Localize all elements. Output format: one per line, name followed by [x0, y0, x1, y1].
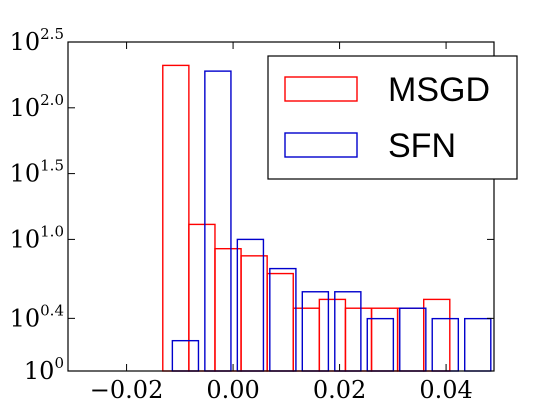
legend-label-sfn: SFN — [388, 127, 456, 165]
bar-msgd-4 — [266, 272, 294, 372]
bar-sfn-7 — [399, 307, 427, 372]
bar-sfn-0 — [171, 339, 200, 372]
legend-label-msgd: MSGD — [388, 71, 490, 109]
legend-swatch-sfn — [284, 132, 358, 158]
x-tick-label-0: −0.02 — [90, 376, 164, 404]
bar-msgd-5 — [292, 307, 321, 372]
bar-sfn-4 — [301, 291, 330, 372]
bar-msgd-9 — [396, 307, 425, 372]
y-tick-label-5: 102.5 — [10, 25, 64, 56]
bar-msgd-0 — [162, 64, 190, 372]
y-tick-label-2: 101.0 — [10, 222, 64, 253]
bar-sfn-3 — [269, 267, 297, 372]
x-tick-label-3: 0.04 — [419, 376, 472, 404]
bar-sfn-9 — [464, 317, 492, 372]
plot-frame — [67, 41, 495, 372]
bar-msgd-6 — [318, 298, 347, 372]
ticks-layer: −0.02 0.00 0.02 0.04 100 100.4 101.0 101.5 102.0… — [10, 25, 494, 404]
bar-msgd-10 — [423, 298, 451, 372]
bar-sfn-1 — [204, 70, 232, 372]
y-tick-label-3: 101.5 — [10, 157, 64, 188]
bar-sfn-5 — [334, 291, 362, 372]
y-tick-label-4: 102.0 — [10, 91, 64, 122]
y-tick-label-0: 100 — [24, 354, 64, 385]
bar-msgd-1 — [188, 223, 216, 372]
x-tick-label-2: 0.02 — [313, 376, 366, 404]
y-tick-label-1: 100.4 — [10, 301, 64, 332]
series-sfn — [171, 70, 492, 372]
legend-swatch-msgd — [284, 76, 358, 102]
bar-sfn-8 — [431, 317, 460, 372]
legend: MSGD SFN — [267, 55, 518, 180]
x-tick-label-1: 0.00 — [206, 376, 259, 404]
